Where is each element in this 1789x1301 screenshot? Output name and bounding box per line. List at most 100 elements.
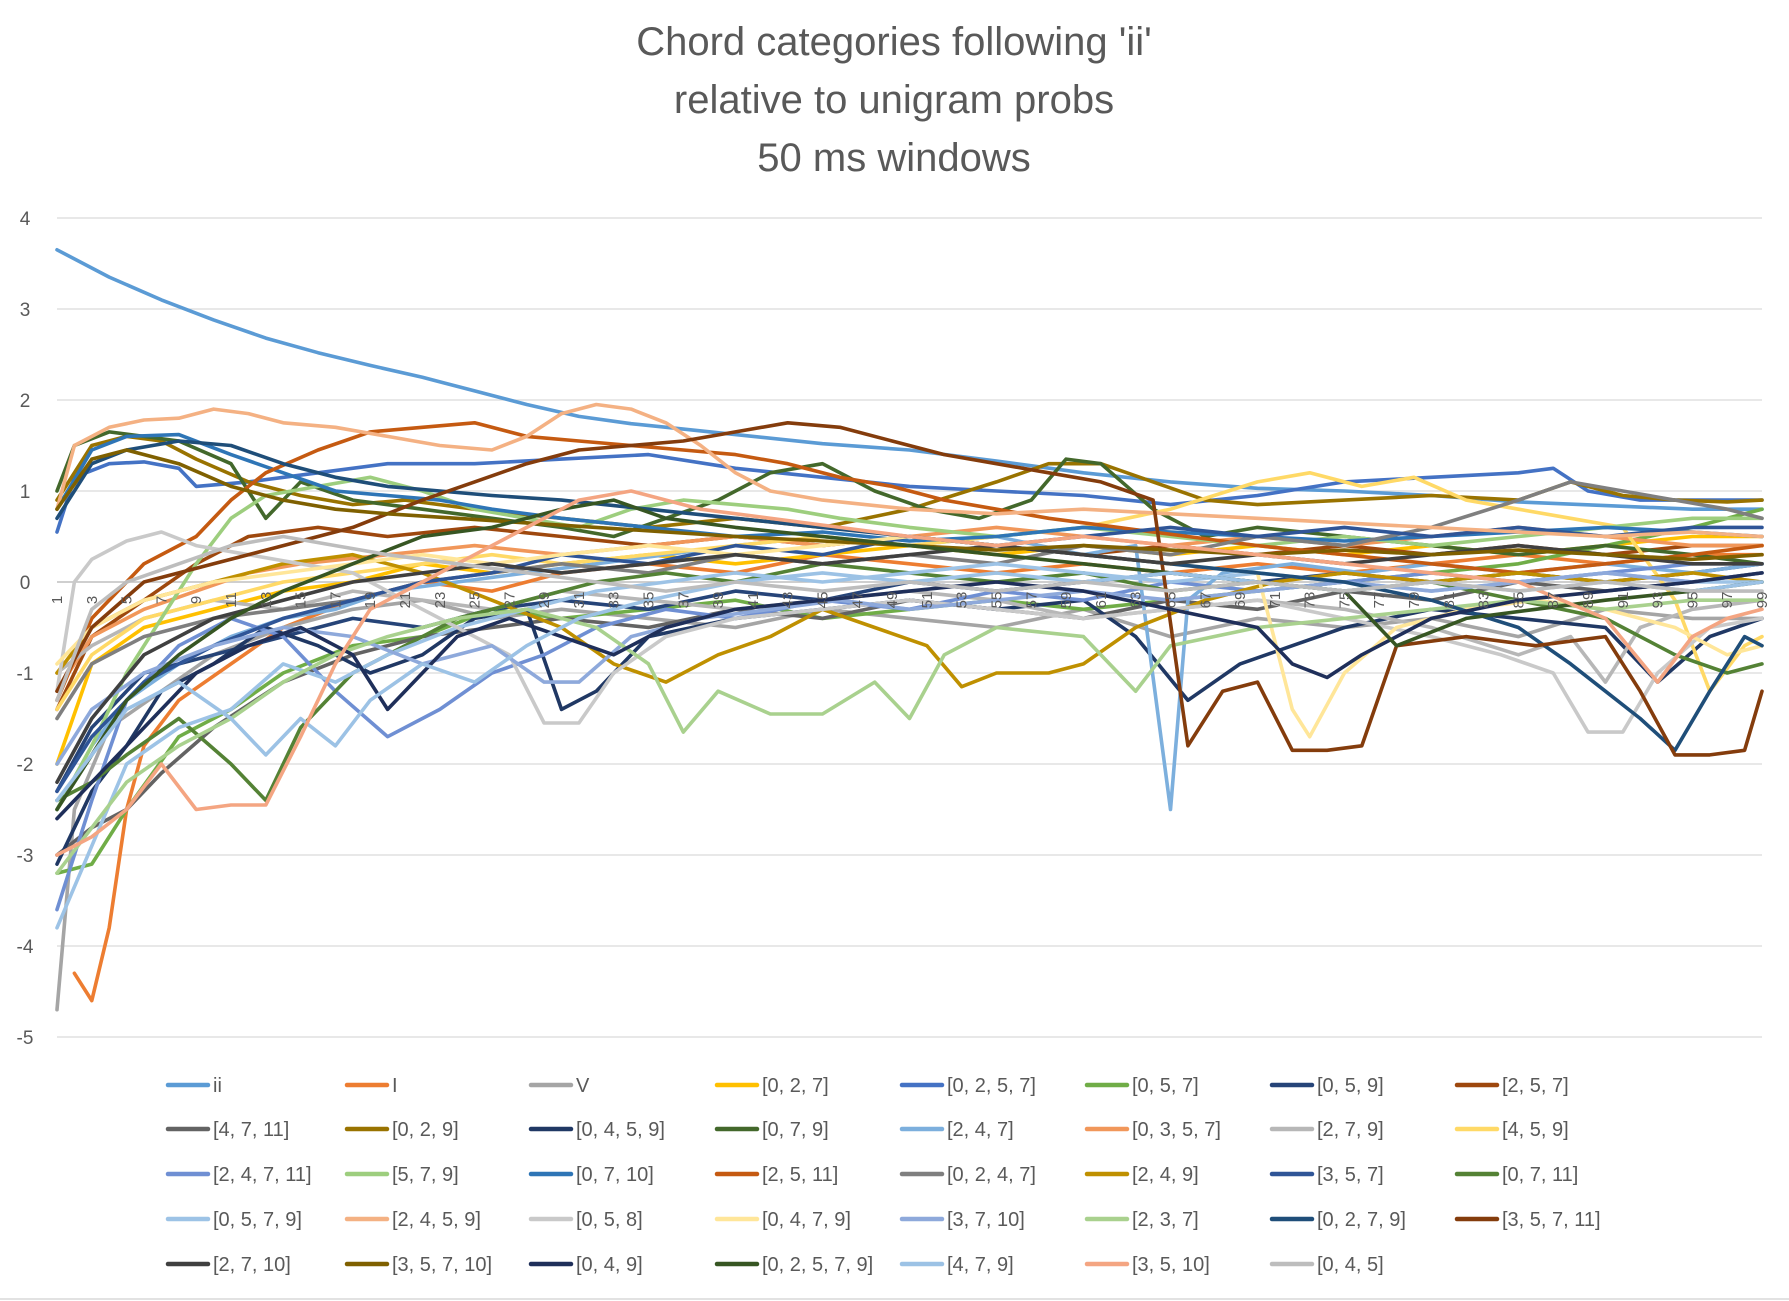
x-tick-label: 43 [780,592,797,609]
legend-item: I [344,1075,398,1097]
legend-label: [0, 4, 9] [576,1254,643,1276]
legend-item: [2, 4, 9] [1084,1164,1199,1186]
legend-label: [0, 5, 9] [1317,1075,1384,1097]
x-tick-label: 85 [1510,592,1527,609]
legend-item: [4, 7, 11] [165,1119,289,1141]
y-tick-label: -3 [17,846,34,867]
legend-item: [3, 5, 7, 11] [1454,1209,1601,1231]
legend-label: [0, 2, 7] [762,1075,829,1097]
legend-label: [0, 3, 5, 7] [1132,1119,1221,1141]
legend-label: [3, 5, 10] [1132,1254,1210,1276]
x-tick-label: 75 [1336,592,1353,609]
series-line [55,525,1764,794]
legend-label: [4, 5, 9] [1502,1119,1569,1141]
x-tick-label: 13 [258,592,275,609]
legend-item: [0, 5, 7] [1084,1075,1199,1097]
legend-label: [4, 7, 9] [947,1254,1014,1276]
x-tick-label: 11 [223,592,240,608]
x-tick-label: 9 [188,596,205,604]
x-tick-label: 41 [745,592,762,609]
series-line [55,430,1764,566]
series-line [55,498,1764,812]
legend-item: [2, 5, 7] [1454,1075,1569,1097]
legend-label: [2, 4, 7, 11] [213,1164,312,1186]
legend-label: [0, 2, 7, 9] [1317,1209,1406,1231]
chart-title: Chord categories following 'ii' relative… [636,20,1152,180]
legend-item: [0, 5, 7, 9] [165,1209,302,1231]
series-line [55,402,1764,539]
x-tick-label: 35 [641,592,658,609]
legend-item: [2, 5, 11] [714,1164,838,1186]
chart-title-line-1: Chord categories following 'ii' [636,20,1152,64]
x-tick-label: 27 [501,592,518,609]
legend-label: [2, 4, 9] [1132,1164,1199,1186]
legend-label: [0, 4, 5, 9] [576,1119,665,1141]
legend-item: [0, 4, 9] [528,1254,643,1276]
legend-label: [3, 7, 10] [947,1209,1025,1231]
x-tick-label: 19 [362,592,379,609]
legend-item: [3, 7, 10] [899,1209,1025,1231]
legend-label: [4, 7, 11] [213,1119,289,1141]
y-tick-label: 2 [20,391,31,412]
legend-item: [0, 5, 8] [528,1209,643,1231]
legend-label: [2, 7, 10] [213,1254,291,1276]
legend-label: [0, 5, 7, 9] [213,1209,302,1231]
legend-item: [2, 7, 10] [165,1254,291,1276]
legend-item: [3, 5, 10] [1084,1254,1210,1276]
legend-label: [0, 5, 7] [1132,1075,1199,1097]
series-line [55,421,1764,703]
x-tick-label: 51 [919,592,936,609]
legend-label: [2, 5, 7] [1502,1075,1569,1097]
legend-label: [0, 2, 5, 7] [947,1075,1036,1097]
x-tick-label: 65 [1163,592,1180,609]
legend-label: [0, 5, 8] [576,1209,643,1231]
y-tick-label: -2 [17,755,34,776]
legend-item: [0, 7, 10] [528,1164,654,1186]
legend-item: [2, 3, 7] [1084,1209,1199,1231]
y-tick-label: 1 [20,482,31,503]
x-tick-label: 87 [1545,592,1562,609]
legend-item: [5, 7, 9] [344,1164,459,1186]
x-tick-label: 17 [327,592,344,609]
series-line [55,552,1764,689]
legend-item: [0, 2, 4, 7] [899,1164,1036,1186]
legend-item: [0, 2, 9] [344,1119,459,1141]
legend-label: [2, 7, 9] [1317,1119,1384,1141]
y-tick-label: 0 [20,573,31,594]
x-tick-label: 67 [1197,592,1214,609]
x-tick-label: 29 [536,592,553,609]
legend-label: V [576,1075,590,1097]
legend-item: [3, 5, 7, 10] [344,1254,492,1276]
x-tick-label: 55 [989,592,1006,609]
legend-item: [0, 5, 9] [1269,1075,1384,1097]
series-line [55,530,1764,734]
legend-item: [0, 7, 11] [1454,1164,1578,1186]
legend-item: [0, 4, 5] [1269,1254,1384,1276]
x-tick-label: 99 [1754,592,1771,609]
x-tick-label: 15 [293,592,310,609]
y-tick-label: 4 [20,209,31,230]
x-tick-label: 69 [1232,592,1249,609]
legend-label: [0, 2, 5, 7, 9] [762,1254,873,1276]
legend-item: [0, 2, 7, 9] [1269,1209,1406,1231]
legend-item: [0, 2, 7] [714,1075,829,1097]
legend: ii I V [0, 2, 7] [0, 2, 5, 7] [0, 5, 7] [0, 5,… [165,1075,1601,1276]
legend-item: [0, 2, 5, 7] [899,1075,1036,1097]
x-tick-label: 3 [84,596,101,604]
x-tick-label: 63 [1128,592,1145,609]
y-tick-label: -5 [17,1028,34,1049]
y-tick-label: 3 [20,300,31,321]
x-tick-label: 97 [1719,592,1736,609]
legend-item: [0, 4, 5, 9] [528,1119,665,1141]
y-tick-label: -4 [17,937,34,958]
x-tick-label: 1 [49,596,66,604]
legend-item: [2, 4, 7] [899,1119,1014,1141]
legend-label: [0, 7, 11] [1502,1164,1578,1186]
x-tick-label: 53 [954,592,971,609]
legend-item: [2, 4, 5, 9] [344,1209,481,1231]
series-line [55,562,1764,912]
x-tick-label: 31 [571,592,588,609]
x-tick-label: 37 [675,592,692,609]
legend-label: [0, 7, 9] [762,1119,829,1141]
legend-label: [0, 2, 9] [392,1119,459,1141]
